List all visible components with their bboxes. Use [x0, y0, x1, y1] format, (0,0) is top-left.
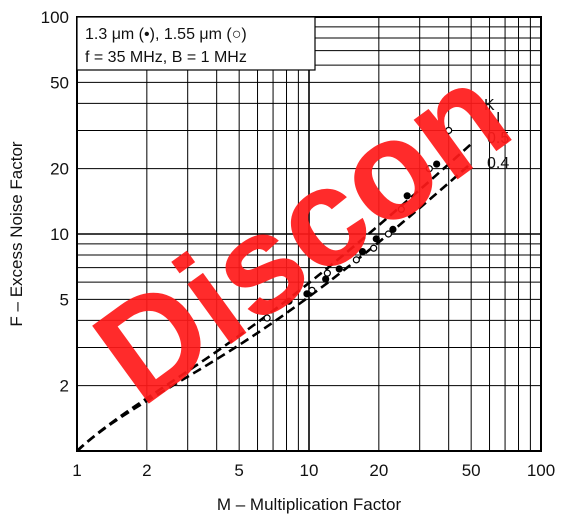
point-1-55um — [445, 126, 453, 135]
point-1-3um — [389, 225, 397, 234]
legend-box: 1.3 μm (•), 1.55 μm (○) f = 35 MHz, B = … — [76, 16, 316, 71]
point-1-3um — [403, 192, 411, 200]
point-1-55um — [323, 269, 331, 277]
x-tick-label: 50 — [462, 461, 481, 480]
point-1-3um — [358, 247, 367, 256]
point-1-3um — [372, 235, 380, 243]
x-tick-label: 5 — [234, 461, 243, 480]
k-subscript: I — [496, 110, 500, 127]
legend-line-1: 1.3 μm (•), 1.55 μm (○) — [85, 26, 247, 43]
y-tick-label: 50 — [50, 73, 69, 92]
x-tick-label: 20 — [369, 461, 388, 480]
k-header: K — [484, 97, 495, 114]
y-tick-label: 20 — [50, 160, 69, 179]
y-tick-label: 5 — [60, 290, 69, 309]
k-label-0-4: 0.4 — [487, 155, 509, 172]
x-tick-label: 1 — [72, 461, 81, 480]
grid — [77, 17, 541, 451]
x-tick-label: 10 — [300, 461, 319, 480]
point-1-55um — [263, 314, 271, 322]
point-1-55um — [308, 286, 316, 294]
point-1-3um — [335, 265, 343, 273]
x-tick-label: 2 — [142, 461, 151, 480]
point-1-55um — [370, 244, 378, 252]
x-axis-title: M – Multiplication Factor — [217, 495, 402, 514]
point-1-55um — [397, 205, 405, 213]
point-1-3um — [285, 297, 293, 305]
data-points — [263, 126, 453, 322]
k-legend: K I 0.5 0.4 — [484, 97, 509, 172]
watermark: Discon — [67, 32, 537, 433]
legend-line-2: f = 35 MHz, B = 1 MHz — [85, 49, 247, 66]
y-tick-label: 2 — [60, 377, 69, 396]
y-tick-label: 10 — [50, 225, 69, 244]
x-tick-label: 100 — [527, 461, 555, 480]
k-label-0-5: 0.5 — [487, 130, 509, 147]
point-1-55um — [425, 165, 433, 173]
point-1-3um — [433, 160, 441, 168]
point-1-55um — [384, 230, 393, 238]
tick-labels: 1 2 5 10 20 50 100 2 5 10 20 50 100 — [41, 8, 556, 480]
y-tick-label: 100 — [41, 8, 69, 27]
point-1-3um — [303, 290, 311, 298]
point-1-55um — [352, 256, 360, 264]
k-curves — [76, 143, 473, 452]
k-curve-0-5 — [76, 143, 473, 452]
y-axis-title: F – Excess Noise Factor — [7, 141, 26, 327]
